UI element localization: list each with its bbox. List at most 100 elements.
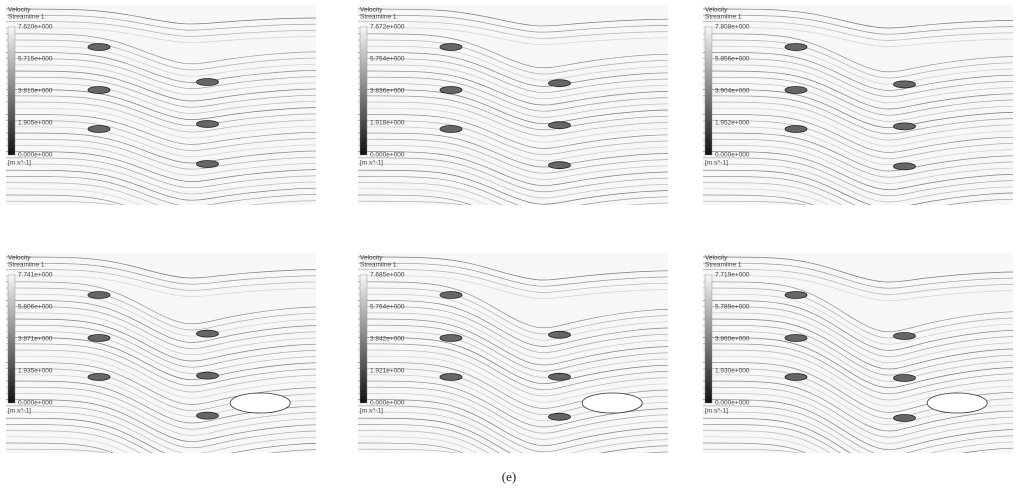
legend-tick-label: 1.921e+000 (370, 368, 405, 375)
streamline (703, 207, 1013, 226)
legend-bar (705, 275, 712, 403)
legend-tick-label: 0.000e+000 (18, 152, 53, 159)
legend-tick-label: 1.930e+000 (715, 368, 750, 375)
caption: (e) (502, 469, 516, 484)
blade (88, 126, 110, 133)
streamline (6, 214, 316, 229)
blade (785, 44, 807, 51)
blade (197, 161, 219, 168)
blade (440, 126, 462, 133)
panel-background (358, 253, 668, 453)
blade (785, 335, 807, 342)
blade (785, 126, 807, 133)
blade (197, 372, 219, 379)
blade (88, 87, 110, 94)
streamline (703, 214, 1013, 233)
legend-tick-label: 1.905e+000 (18, 120, 53, 127)
legend-unit: [m s^-1] (360, 160, 383, 167)
blade (88, 374, 110, 381)
legend-tick-label: 5.856e+000 (715, 56, 750, 63)
blade (894, 415, 916, 422)
blade (894, 375, 916, 382)
vortex (230, 393, 290, 413)
legend-tick-label: 7.620e+000 (18, 24, 53, 31)
legend-bar (360, 275, 367, 403)
panel-background (6, 253, 316, 453)
legend-tick-label: 5.764e+000 (370, 304, 405, 311)
blade (894, 81, 916, 88)
blade (197, 330, 219, 337)
legend-title: Velocity (360, 7, 383, 14)
streamline (358, 214, 668, 231)
legend-tick-label: 7.719e+000 (715, 272, 750, 279)
flow-panel: VelocityStreamline 1 7.808e+000 5.856e+000… (703, 5, 1013, 233)
legend-unit: [m s^-1] (8, 160, 31, 167)
legend-tick-label: 0.000e+000 (715, 152, 750, 159)
legend-tick-label: 1.935e+000 (18, 368, 53, 375)
legend-tick-label: 0.000e+000 (715, 400, 750, 407)
legend-unit: [m s^-1] (360, 408, 383, 415)
legend-tick-label: 1.918e+000 (370, 120, 405, 127)
legend-tick-label: 5.789e+000 (715, 304, 750, 311)
legend-tick-label: 5.754e+000 (370, 56, 405, 63)
streamline (6, 462, 316, 483)
streamline (6, 455, 316, 476)
legend-subtitle: Streamline 1 (8, 14, 45, 21)
blade (88, 292, 110, 299)
vortex (927, 393, 987, 413)
flow-panel: VelocityStreamline 1 7.620e+000 5.715e+000… (6, 5, 316, 229)
blade (785, 374, 807, 381)
legend-title: Velocity (705, 7, 728, 14)
streamline (358, 207, 668, 224)
legend-unit: [m s^-1] (8, 408, 31, 415)
legend-title: Velocity (360, 255, 383, 262)
blade (197, 79, 219, 86)
legend-tick-label: 7.808e+000 (715, 24, 750, 31)
legend-subtitle: Streamline 1 (705, 14, 742, 21)
blade (894, 333, 916, 340)
legend-tick-label: 3.871e+000 (18, 336, 53, 343)
legend-tick-label: 3.842e+000 (370, 336, 405, 343)
legend-tick-label: 0.000e+000 (18, 400, 53, 407)
blade (894, 163, 916, 170)
legend-tick-label: 0.000e+000 (370, 400, 405, 407)
blade (88, 335, 110, 342)
legend-tick-label: 5.715e+000 (18, 56, 53, 63)
blade (549, 413, 571, 420)
flow-panel: VelocityStreamline 1 7.685e+000 5.764e+000… (358, 253, 668, 489)
blade (440, 292, 462, 299)
legend-tick-label: 7.672e+000 (370, 24, 405, 31)
legend-tick-label: 0.000e+000 (370, 152, 405, 159)
blade (549, 80, 571, 87)
flow-panel: VelocityStreamline 1 7.741e+000 5.806e+000… (6, 253, 316, 485)
legend-tick-label: 3.860e+000 (715, 336, 750, 343)
legend-title: Velocity (8, 255, 31, 262)
blade (549, 331, 571, 338)
legend-subtitle: Streamline 1 (8, 262, 45, 269)
blade (785, 292, 807, 299)
blade (549, 373, 571, 380)
legend-bar (705, 27, 712, 155)
legend-tick-label: 1.952e+000 (715, 120, 750, 127)
legend-unit: [m s^-1] (705, 160, 728, 167)
legend-tick-label: 3.904e+000 (715, 88, 750, 95)
streamline (703, 462, 1013, 487)
blade (440, 374, 462, 381)
legend-title: Velocity (8, 7, 31, 14)
blade (440, 335, 462, 342)
blade (785, 87, 807, 94)
flow-panel: VelocityStreamline 1 7.672e+000 5.754e+000… (358, 5, 668, 231)
legend-bar (8, 275, 15, 403)
legend-tick-label: 7.741e+000 (18, 272, 53, 279)
legend-tick-label: 5.806e+000 (18, 304, 53, 311)
blade (549, 162, 571, 169)
legend-tick-label: 7.685e+000 (370, 272, 405, 279)
blade (440, 87, 462, 94)
legend-subtitle: Streamline 1 (360, 262, 397, 269)
legend-bar (8, 27, 15, 155)
figure: (e) VelocityStreamline 17.620e+0005.715e… (0, 0, 1018, 491)
blade (88, 44, 110, 51)
legend-subtitle: Streamline 1 (360, 14, 397, 21)
streamline (6, 207, 316, 222)
